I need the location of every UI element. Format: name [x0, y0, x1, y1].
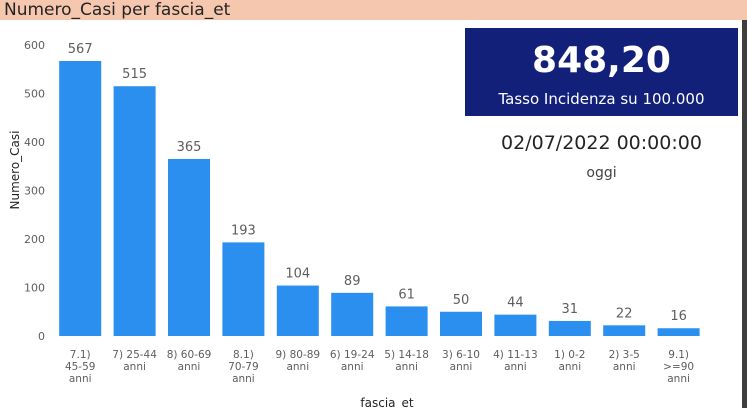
chart-title: Numero_Casi per fascia_et — [4, 0, 231, 20]
x-tick-label: anni — [558, 361, 581, 373]
x-tick-label: 9.1) — [668, 349, 689, 361]
x-tick-label: 3) 6-10 — [442, 349, 480, 361]
kpi-value: 848,20 — [532, 40, 671, 81]
bar — [548, 320, 591, 336]
x-tick-label: >=90 — [663, 361, 694, 373]
x-tick-label: anni — [667, 373, 690, 385]
data-label: 567 — [68, 42, 93, 57]
x-tick-label: 8.1) — [233, 349, 254, 361]
data-label: 61 — [398, 287, 415, 302]
x-tick-label: 5) 14-18 — [384, 349, 429, 361]
data-label: 515 — [122, 67, 147, 82]
data-label: 89 — [344, 274, 361, 289]
x-tick-label: anni — [395, 361, 418, 373]
x-tick-label: anni — [504, 361, 527, 373]
bar — [113, 86, 156, 336]
data-label: 104 — [285, 267, 310, 282]
x-tick-label: anni — [69, 373, 92, 385]
x-tick-label: 4) 11-13 — [493, 349, 538, 361]
y-tick-label: 100 — [24, 282, 45, 295]
x-tick-label: 9) 80-89 — [275, 349, 320, 361]
x-tick-label: anni — [613, 361, 636, 373]
bar — [603, 325, 646, 336]
date-sublabel: oggi — [586, 165, 617, 181]
data-label: 365 — [177, 140, 202, 155]
data-label: 16 — [670, 309, 687, 324]
y-tick-label: 400 — [24, 136, 45, 149]
x-tick-label: 45-59 — [65, 361, 96, 373]
panel-edge — [742, 20, 747, 408]
y-axis-title: Numero_Casi — [8, 131, 22, 210]
date-value: 02/07/2022 00:00:00 — [501, 132, 702, 154]
bar — [657, 328, 700, 336]
x-tick-label: 6) 19-24 — [330, 349, 375, 361]
kpi-label: Tasso Incidenza su 100.000 — [498, 90, 705, 108]
y-tick-label: 600 — [24, 39, 45, 52]
y-tick-label: 300 — [24, 185, 45, 198]
bar — [440, 311, 482, 336]
x-tick-label: anni — [286, 361, 309, 373]
x-tick-label: anni — [341, 361, 364, 373]
bar — [168, 158, 210, 336]
bar — [494, 314, 537, 336]
x-tick-label: 7) 25-44 — [112, 349, 157, 361]
x-tick-label: 70-79 — [228, 361, 259, 373]
data-label: 50 — [453, 293, 470, 308]
bar — [59, 61, 102, 336]
x-tick-label: anni — [178, 361, 201, 373]
bar — [276, 285, 319, 336]
kpi-card: 848,20 Tasso Incidenza su 100.000 — [465, 28, 738, 116]
y-tick-label: 500 — [24, 88, 45, 101]
x-tick-label: 2) 3-5 — [609, 349, 640, 361]
x-axis-title: fascia_et — [360, 396, 413, 408]
data-label: 193 — [231, 223, 256, 238]
y-tick-label: 200 — [24, 233, 45, 246]
x-tick-label: anni — [123, 361, 146, 373]
x-tick-label: 1) 0-2 — [554, 349, 585, 361]
title-bar — [0, 0, 747, 20]
x-tick-label: 8) 60-69 — [167, 349, 212, 361]
x-tick-label: anni — [232, 373, 255, 385]
data-label: 44 — [507, 296, 524, 311]
bar — [385, 306, 428, 336]
bar — [222, 242, 265, 336]
x-tick-label: anni — [450, 361, 473, 373]
data-label: 22 — [616, 306, 633, 321]
x-tick-label: 7.1) — [70, 349, 91, 361]
data-label: 31 — [562, 302, 579, 317]
bar — [331, 292, 374, 336]
y-tick-label: 0 — [38, 330, 45, 343]
